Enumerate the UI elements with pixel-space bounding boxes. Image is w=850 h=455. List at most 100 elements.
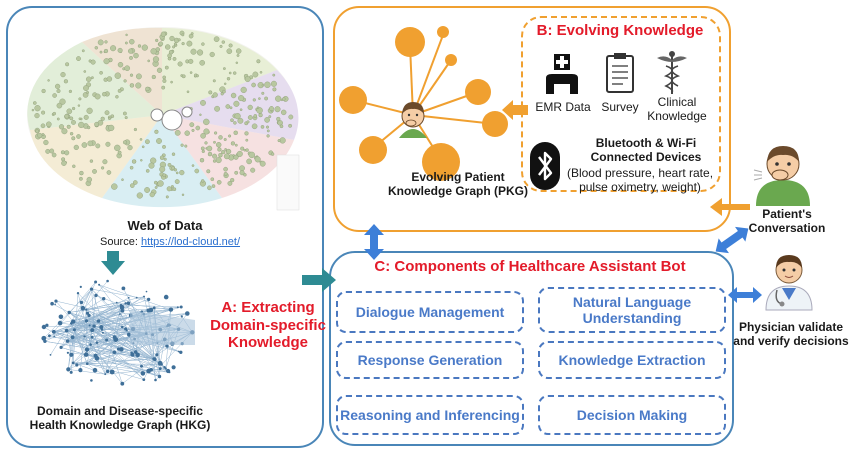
cloud-dot <box>156 67 163 73</box>
cloud-dot <box>99 50 103 54</box>
network-node <box>45 323 49 327</box>
cloud-dot <box>215 157 222 164</box>
cloud-dot <box>252 71 259 78</box>
cloud-dot <box>228 71 232 75</box>
network-node <box>41 335 47 341</box>
cloud-dot <box>91 76 94 80</box>
cloud-dot <box>189 71 193 74</box>
cloud-dot <box>172 57 177 61</box>
cloud-dot <box>34 112 40 119</box>
cloud-dot <box>260 125 265 129</box>
network-edge <box>120 304 182 308</box>
network-node <box>146 297 151 302</box>
cloud-dot <box>179 170 185 176</box>
cloud-dot <box>225 104 231 109</box>
bot-physician-double-arrow-icon <box>728 287 762 303</box>
cloud-dot <box>154 186 158 189</box>
cloud-dot <box>86 176 93 183</box>
network-node <box>143 295 145 298</box>
extracting-knowledge-title: A: Extracting Domain-specific Knowledge <box>208 299 328 352</box>
cloud-dot <box>43 139 49 146</box>
network-node <box>100 328 104 331</box>
cloud-dot <box>186 90 190 94</box>
network-node <box>90 287 94 291</box>
network-node <box>119 347 124 352</box>
patient-line1: Patient's <box>762 207 812 221</box>
cloud-dot <box>172 187 177 191</box>
cloud-dot <box>180 143 184 147</box>
cloud-dot <box>264 96 269 101</box>
cloud-dot <box>71 106 76 111</box>
cloud-dot <box>233 100 240 107</box>
cloud-dot <box>264 117 270 123</box>
cloud-dot <box>66 124 71 129</box>
clinical-line2: Knowledge <box>647 108 707 123</box>
cloud-dot <box>245 138 249 142</box>
cloud-dot <box>61 128 68 135</box>
cloud-dot <box>246 120 250 124</box>
cloud-dot <box>259 160 266 167</box>
devices-line2: Connected Devices <box>590 150 702 165</box>
component-response-generation: Response Generation <box>336 341 524 379</box>
cloud-dot <box>137 44 142 48</box>
patient-conversation-caption: Patient's Conversation <box>742 207 832 236</box>
cloud-dot <box>56 88 61 93</box>
cloud-dot <box>226 48 233 55</box>
cloud-dot <box>152 56 160 63</box>
cloud-dot <box>258 97 261 100</box>
network-node <box>119 313 121 315</box>
network-node <box>54 303 56 306</box>
cloud-dot <box>77 104 81 107</box>
cloud-dot <box>203 128 210 135</box>
cloud-dot <box>125 41 128 45</box>
cloud-dot <box>78 121 85 129</box>
network-node <box>43 339 47 343</box>
network-node <box>102 297 106 301</box>
network-edge <box>90 344 113 373</box>
cloud-dot <box>195 125 201 131</box>
devices-details: (Blood pressure, heart rate, pulse oxime… <box>561 166 719 195</box>
network-node <box>168 307 174 312</box>
cloud-dot <box>288 123 292 128</box>
cloud-dot <box>230 118 234 122</box>
panel-pkg <box>333 6 731 232</box>
patient-conversation-icon <box>753 146 810 206</box>
network-node <box>135 352 140 358</box>
network-node <box>59 345 63 349</box>
physician-line2: and verify decisions <box>733 334 849 349</box>
cloud-dot <box>272 87 277 92</box>
cloud-dot <box>108 124 115 132</box>
cloud-dot <box>199 113 202 117</box>
cloud-dot <box>181 193 185 197</box>
cloud-dot <box>264 81 271 89</box>
cloud-dot <box>224 148 227 151</box>
network-node <box>145 290 148 293</box>
component-knowledge-extraction: Knowledge Extraction <box>538 341 726 379</box>
source-label: Source: <box>99 236 141 248</box>
clinical-knowledge-label: Clinical Knowledge <box>642 95 712 124</box>
cloud-dot <box>83 114 89 120</box>
network-node <box>53 335 55 338</box>
cloud-dot <box>60 150 65 155</box>
source-link[interactable]: https://lod-cloud.net/ <box>140 236 241 248</box>
cloud-dot <box>215 142 222 148</box>
cloud-dot <box>151 74 156 80</box>
cloud-dot <box>41 88 46 94</box>
network-node <box>152 306 156 310</box>
cloud-dot <box>194 168 200 174</box>
cloud-dot <box>218 152 223 158</box>
cloud-dot <box>177 38 181 42</box>
cloud-dot <box>45 148 51 154</box>
cloud-dot <box>110 45 117 52</box>
network-node <box>165 344 169 348</box>
cloud-dot <box>261 84 265 87</box>
cloud-dot <box>190 48 197 55</box>
cloud-dot <box>103 48 109 54</box>
bluetooth-icon <box>530 142 560 190</box>
cloud-dot <box>129 56 133 60</box>
cloud-dot <box>199 157 205 163</box>
cloud-dot <box>141 44 148 51</box>
evolving-knowledge-title: B: Evolving Knowledge <box>536 22 704 39</box>
cloud-dot <box>133 127 137 132</box>
network-node <box>90 328 95 333</box>
